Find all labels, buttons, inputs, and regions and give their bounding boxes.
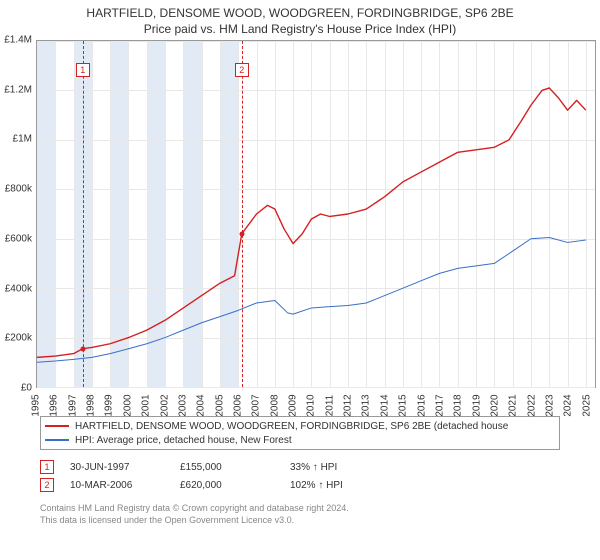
marker-table-box: 2 — [40, 478, 54, 492]
x-tick-label: 2024 — [563, 394, 574, 416]
plot-area: 12 — [36, 40, 596, 388]
x-tick-label: 2013 — [361, 394, 372, 416]
series-price_paid — [37, 88, 586, 357]
x-tick-label: 2001 — [141, 394, 152, 416]
marker-table-row: 1 30-JUN-1997£155,00033% ↑ HPI — [40, 458, 560, 476]
legend-swatch — [45, 439, 69, 441]
x-tick-label: 2008 — [269, 394, 280, 416]
x-tick-label: 2021 — [508, 394, 519, 416]
chart-title-block: HARTFIELD, DENSOME WOOD, WOODGREEN, FORD… — [0, 0, 600, 40]
y-tick-label: £1.2M — [4, 84, 32, 95]
x-tick-label: 2018 — [453, 394, 464, 416]
marker-table-row: 2 10-MAR-2006£620,000102% ↑ HPI — [40, 476, 560, 494]
x-tick-label: 2002 — [159, 394, 170, 416]
series-svg — [37, 41, 595, 387]
chart-title-line2: Price paid vs. HM Land Registry's House … — [0, 22, 600, 36]
x-tick-label: 2016 — [416, 394, 427, 416]
marker-price: £620,000 — [180, 480, 290, 491]
footer: Contains HM Land Registry data © Crown c… — [40, 502, 560, 526]
legend-label: HPI: Average price, detached house, New … — [75, 435, 292, 446]
marker-box-2: 2 — [235, 63, 249, 77]
y-tick-label: £0 — [21, 383, 32, 394]
marker-pct: 33% ↑ HPI — [290, 462, 400, 473]
x-tick-label: 2004 — [196, 394, 207, 416]
x-tick-label: 1997 — [67, 394, 78, 416]
legend: HARTFIELD, DENSOME WOOD, WOODGREEN, FORD… — [40, 416, 560, 450]
x-tick-label: 2023 — [545, 394, 556, 416]
y-tick-label: £200k — [5, 333, 32, 344]
marker-box-1: 1 — [76, 63, 90, 77]
marker-line-2 — [242, 41, 243, 387]
x-tick-label: 2000 — [122, 394, 133, 416]
x-tick-label: 2020 — [490, 394, 501, 416]
series-hpi — [37, 237, 586, 362]
y-tick-label: £400k — [5, 283, 32, 294]
footer-line1: Contains HM Land Registry data © Crown c… — [40, 502, 560, 514]
marker-date: 10-MAR-2006 — [70, 480, 180, 491]
x-tick-label: 2005 — [214, 394, 225, 416]
gridline-h — [37, 387, 595, 388]
legend-row: HPI: Average price, detached house, New … — [45, 433, 555, 447]
x-tick-label: 2006 — [232, 394, 243, 416]
legend-swatch — [45, 425, 69, 427]
x-tick-label: 1999 — [104, 394, 115, 416]
x-tick-label: 2017 — [434, 394, 445, 416]
x-tick-label: 1995 — [31, 394, 42, 416]
x-tick-label: 1996 — [49, 394, 60, 416]
x-tick-label: 2014 — [379, 394, 390, 416]
marker-table-box: 1 — [40, 460, 54, 474]
x-tick-label: 2011 — [324, 395, 335, 417]
x-tick-label: 2019 — [471, 394, 482, 416]
marker-line-1 — [83, 41, 84, 387]
x-axis: 1995199619971998199920002001200220032004… — [36, 390, 596, 412]
x-tick-label: 2015 — [398, 394, 409, 416]
legend-row: HARTFIELD, DENSOME WOOD, WOODGREEN, FORD… — [45, 419, 555, 433]
footer-line2: This data is licensed under the Open Gov… — [40, 514, 560, 526]
y-tick-label: £1.4M — [4, 35, 32, 46]
x-tick-label: 1998 — [86, 394, 97, 416]
x-tick-label: 2025 — [581, 394, 592, 416]
x-tick-label: 2009 — [288, 394, 299, 416]
y-tick-label: £600k — [5, 233, 32, 244]
sale-dot — [80, 346, 85, 351]
x-tick-label: 2022 — [526, 394, 537, 416]
x-tick-label: 2007 — [251, 394, 262, 416]
y-tick-label: £800k — [5, 184, 32, 195]
y-axis: £0£200k£400k£600k£800k£1M£1.2M£1.4M — [0, 40, 34, 388]
marker-price: £155,000 — [180, 462, 290, 473]
marker-pct: 102% ↑ HPI — [290, 480, 400, 491]
legend-label: HARTFIELD, DENSOME WOOD, WOODGREEN, FORD… — [75, 421, 508, 432]
chart-wrap: £0£200k£400k£600k£800k£1M£1.2M£1.4M 12 1… — [36, 40, 596, 410]
chart-title-line1: HARTFIELD, DENSOME WOOD, WOODGREEN, FORD… — [0, 6, 600, 20]
sale-dot — [239, 231, 244, 236]
marker-table: 1 30-JUN-1997£155,00033% ↑ HPI 2 10-MAR-200… — [40, 458, 560, 494]
marker-date: 30-JUN-1997 — [70, 462, 180, 473]
y-tick-label: £1M — [13, 134, 32, 145]
x-tick-label: 2010 — [306, 394, 317, 416]
x-tick-label: 2012 — [343, 394, 354, 416]
x-tick-label: 2003 — [177, 394, 188, 416]
